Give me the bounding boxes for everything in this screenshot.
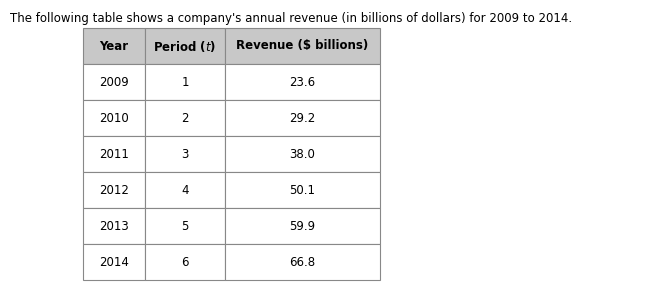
Bar — [145, 136, 225, 172]
Bar — [83, 244, 145, 280]
Text: Year: Year — [99, 39, 129, 53]
Bar — [145, 244, 225, 280]
Text: 2009: 2009 — [99, 76, 129, 88]
Text: 2011: 2011 — [99, 147, 129, 161]
Text: 6: 6 — [181, 256, 189, 268]
Text: The following table shows a company's annual revenue (in billions of dollars) fo: The following table shows a company's an… — [10, 12, 572, 25]
Text: 1: 1 — [181, 76, 189, 88]
Bar — [83, 100, 145, 136]
Bar — [83, 208, 145, 244]
Text: 29.2: 29.2 — [289, 111, 315, 125]
Text: 5: 5 — [181, 219, 189, 233]
Text: 2010: 2010 — [99, 111, 129, 125]
Bar — [225, 64, 380, 100]
Bar — [145, 28, 225, 64]
Bar — [83, 28, 145, 64]
Text: 23.6: 23.6 — [289, 76, 315, 88]
Text: Period ($t$): Period ($t$) — [153, 39, 217, 54]
Bar — [145, 208, 225, 244]
Bar — [83, 136, 145, 172]
Bar — [225, 28, 380, 64]
Text: 66.8: 66.8 — [289, 256, 315, 268]
Bar — [225, 244, 380, 280]
Text: 59.9: 59.9 — [289, 219, 315, 233]
Text: 2014: 2014 — [99, 256, 129, 268]
Text: 3: 3 — [181, 147, 189, 161]
Bar — [225, 208, 380, 244]
Text: 2012: 2012 — [99, 184, 129, 196]
Text: 4: 4 — [181, 184, 189, 196]
Text: 2: 2 — [181, 111, 189, 125]
Bar — [225, 100, 380, 136]
Text: 50.1: 50.1 — [289, 184, 315, 196]
Bar — [83, 64, 145, 100]
Bar — [145, 172, 225, 208]
Text: Revenue ($ billions): Revenue ($ billions) — [236, 39, 369, 53]
Bar — [225, 172, 380, 208]
Bar — [145, 100, 225, 136]
Text: 38.0: 38.0 — [289, 147, 315, 161]
Bar — [145, 64, 225, 100]
Text: 2013: 2013 — [99, 219, 129, 233]
Bar — [83, 172, 145, 208]
Bar — [225, 136, 380, 172]
